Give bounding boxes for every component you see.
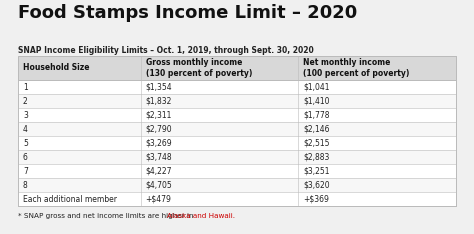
Text: Gross monthly income
(130 percent of poverty): Gross monthly income (130 percent of pov… [146,58,252,78]
Text: $1,041: $1,041 [303,83,330,91]
Text: 7: 7 [23,167,28,176]
Text: Net monthly income
(100 percent of poverty): Net monthly income (100 percent of pover… [303,58,410,78]
Text: Each additional member: Each additional member [23,194,117,204]
Text: $3,620: $3,620 [303,180,330,190]
Text: 4: 4 [23,124,28,134]
Text: $3,748: $3,748 [146,153,172,161]
Bar [18,80,456,94]
Bar [18,56,456,206]
Text: 3: 3 [23,110,28,120]
Text: Household Size: Household Size [23,63,90,73]
Text: 6: 6 [23,153,28,161]
Bar [18,192,456,206]
Bar [18,178,456,192]
Text: $3,251: $3,251 [303,167,330,176]
Text: $2,883: $2,883 [303,153,330,161]
Bar [18,164,456,178]
Text: $4,227: $4,227 [146,167,172,176]
Text: 2: 2 [23,96,28,106]
Bar [18,94,456,108]
Text: $3,269: $3,269 [146,139,172,147]
Text: Alaska and Hawaii.: Alaska and Hawaii. [167,213,235,219]
Text: $2,515: $2,515 [303,139,330,147]
Bar [18,122,456,136]
Text: 8: 8 [23,180,28,190]
Text: $2,311: $2,311 [146,110,172,120]
Text: $1,832: $1,832 [146,96,172,106]
Bar [18,56,456,206]
Text: $1,354: $1,354 [146,83,172,91]
Text: Food Stamps Income Limit – 2020: Food Stamps Income Limit – 2020 [18,4,357,22]
Text: 1: 1 [23,83,28,91]
Text: SNAP Income Eligibility Limits – Oct. 1, 2019, through Sept. 30, 2020: SNAP Income Eligibility Limits – Oct. 1,… [18,46,314,55]
Text: $1,410: $1,410 [303,96,330,106]
Bar [18,56,456,80]
Bar [18,136,456,150]
Text: $2,146: $2,146 [303,124,330,134]
Text: $2,790: $2,790 [146,124,172,134]
Text: $4,705: $4,705 [146,180,173,190]
Text: 5: 5 [23,139,28,147]
Text: +$479: +$479 [146,194,172,204]
Text: +$369: +$369 [303,194,329,204]
Text: $1,778: $1,778 [303,110,330,120]
Bar [18,150,456,164]
Bar [18,108,456,122]
Text: * SNAP gross and net income limits are higher in: * SNAP gross and net income limits are h… [18,213,196,219]
